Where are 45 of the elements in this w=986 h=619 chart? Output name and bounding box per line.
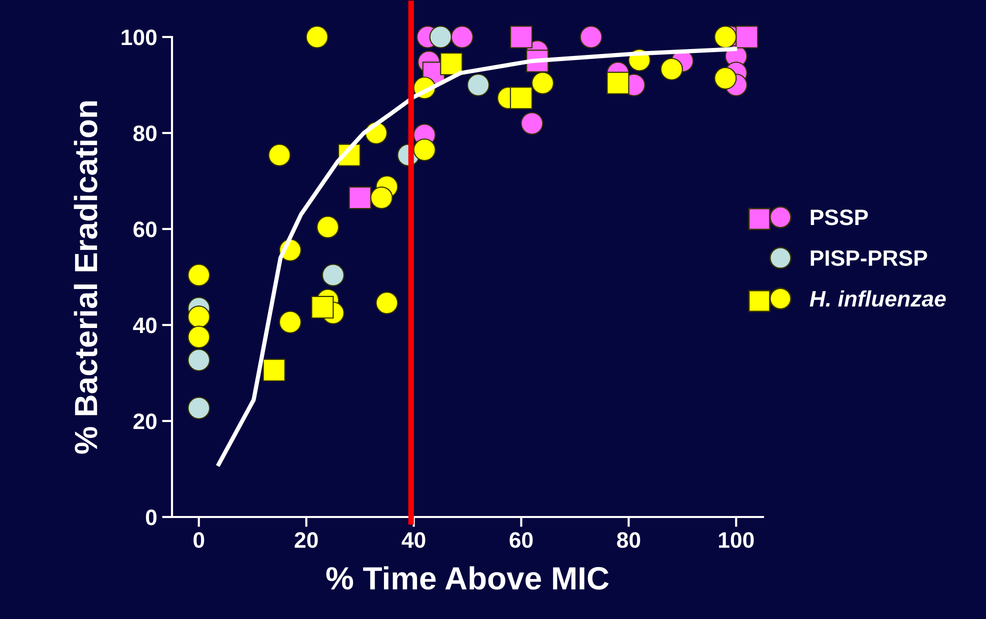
x-axis-title: % Time Above MIC: [326, 566, 609, 590]
point: [262, 358, 286, 382]
y-tick-label: 20: [133, 414, 157, 430]
point: [322, 264, 344, 286]
x-tick-label: 0: [194, 532, 204, 548]
point: [316, 216, 340, 238]
x-tick-label: 80: [617, 532, 640, 548]
point: [188, 348, 210, 372]
x-tick-label: 20: [294, 532, 318, 548]
point: [429, 26, 452, 48]
y-tick-label: 80: [133, 126, 157, 142]
point: [188, 326, 210, 348]
point: [306, 26, 328, 48]
point: [580, 26, 602, 48]
point: [188, 306, 210, 328]
point: [188, 396, 210, 420]
y-tick-label: 60: [134, 222, 157, 238]
x-tick-label: 100: [719, 532, 754, 548]
point: [278, 310, 302, 334]
legend-label: PISP-PRSP: [810, 250, 928, 266]
point: [520, 112, 544, 135]
point: [188, 264, 210, 286]
point: [606, 72, 630, 94]
point: [348, 186, 372, 210]
y-axis-title: % Bacterial Eradication: [74, 101, 98, 454]
x-tick-label: 60: [510, 532, 533, 548]
y-tick-label: 100: [122, 30, 157, 46]
point: [510, 26, 533, 48]
point: [510, 86, 533, 110]
x-tick-label: 40: [402, 532, 426, 548]
point: [311, 296, 334, 319]
point: [714, 66, 737, 90]
point: [466, 74, 490, 96]
point: [440, 52, 463, 76]
point: [413, 138, 436, 162]
point: [450, 26, 474, 48]
point: [531, 72, 554, 94]
legend-label: H. influenzae: [810, 290, 946, 307]
y-tick-label: 40: [133, 318, 157, 334]
point: [268, 144, 291, 166]
point: [370, 186, 393, 210]
point: [660, 58, 683, 80]
point: [376, 292, 398, 314]
legend-label: PSSP: [810, 209, 868, 226]
y-tick-label: 0: [146, 510, 157, 526]
